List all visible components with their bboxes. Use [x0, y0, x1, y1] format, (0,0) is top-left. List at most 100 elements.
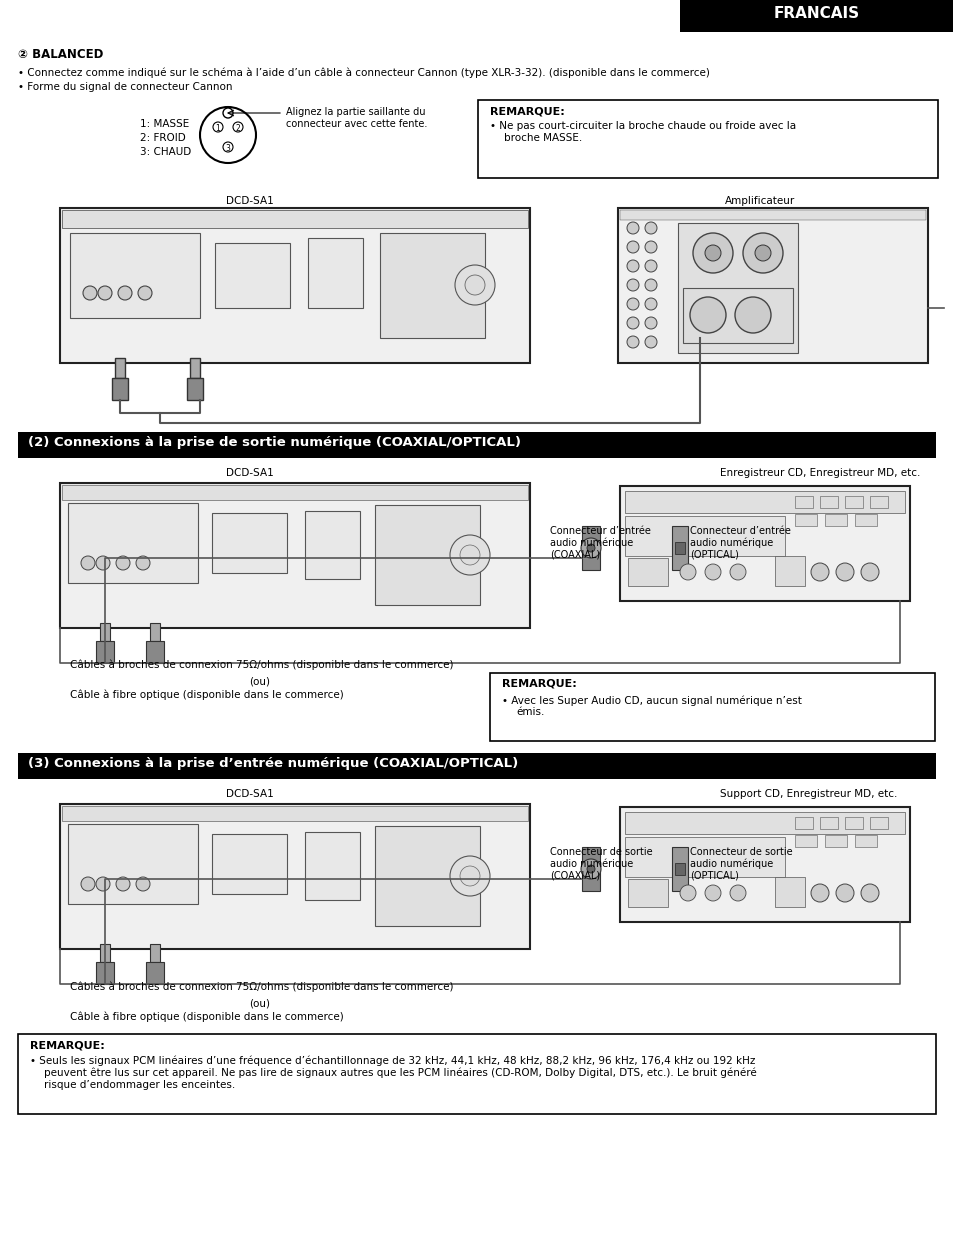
- Circle shape: [200, 106, 255, 163]
- Text: REMARQUE:: REMARQUE:: [30, 1042, 105, 1051]
- Circle shape: [754, 245, 770, 261]
- Circle shape: [83, 286, 97, 301]
- Bar: [619, 210, 925, 220]
- Bar: [671, 526, 687, 570]
- Text: Enregistreur CD, Enregistreur MD, etc.: Enregistreur CD, Enregistreur MD, etc.: [720, 468, 920, 477]
- Text: Câble à fibre optique (disponible dans le commerce): Câble à fibre optique (disponible dans l…: [70, 1011, 343, 1022]
- Text: • Connectez comme indiqué sur le schéma à l’aide d’un câble à connecteur Cannon : • Connectez comme indiqué sur le schéma …: [18, 68, 709, 78]
- Circle shape: [580, 858, 600, 880]
- Text: (ou): (ou): [250, 677, 271, 687]
- Circle shape: [580, 538, 600, 558]
- Circle shape: [704, 245, 720, 261]
- Circle shape: [98, 286, 112, 301]
- Text: DCD-SA1: DCD-SA1: [226, 468, 274, 477]
- Circle shape: [223, 142, 233, 152]
- Bar: [490, 673, 934, 741]
- Circle shape: [861, 563, 878, 581]
- Text: peuvent être lus sur cet appareil. Ne pas lire de signaux autres que les PCM lin: peuvent être lus sur cet appareil. Ne pa…: [44, 1068, 756, 1079]
- Text: 3: 3: [225, 143, 231, 153]
- Bar: [96, 962, 113, 983]
- Bar: [18, 1034, 935, 1115]
- Circle shape: [810, 563, 828, 581]
- Circle shape: [96, 555, 110, 570]
- Bar: [671, 847, 687, 891]
- Text: 1: 1: [215, 124, 220, 134]
- Circle shape: [81, 877, 95, 891]
- Bar: [824, 835, 846, 847]
- Text: REMARQUE:: REMARQUE:: [490, 106, 564, 118]
- Bar: [60, 482, 530, 628]
- Bar: [824, 515, 846, 526]
- Text: • Forme du signal de connecteur Cannon: • Forme du signal de connecteur Cannon: [18, 82, 233, 92]
- Text: • Ne pas court-circuiter la broche chaude ou froide avec la: • Ne pas court-circuiter la broche chaud…: [490, 121, 796, 131]
- Circle shape: [742, 233, 782, 273]
- Bar: [624, 837, 784, 877]
- Text: Connecteur de sortie
audio numérique
(OPTICAL): Connecteur de sortie audio numérique (OP…: [689, 847, 792, 881]
- Circle shape: [644, 317, 657, 329]
- Circle shape: [626, 336, 639, 348]
- Circle shape: [118, 286, 132, 301]
- Text: FRANCAIS: FRANCAIS: [773, 6, 860, 21]
- Circle shape: [729, 884, 745, 901]
- Circle shape: [692, 233, 732, 273]
- Circle shape: [644, 260, 657, 272]
- Bar: [844, 816, 862, 829]
- Circle shape: [233, 122, 243, 132]
- Bar: [679, 0, 953, 32]
- Bar: [146, 641, 164, 663]
- Circle shape: [459, 866, 479, 886]
- Circle shape: [116, 555, 130, 570]
- Bar: [869, 816, 887, 829]
- Text: Connecteur d’entrée
audio numérique
(OPTICAL): Connecteur d’entrée audio numérique (OPT…: [689, 526, 790, 560]
- Text: (2) Connexions à la prise de sortie numérique (COAXIAL/OPTICAL): (2) Connexions à la prise de sortie numé…: [28, 435, 520, 449]
- Text: Amplificateur: Amplificateur: [724, 195, 794, 207]
- Bar: [18, 432, 935, 458]
- Bar: [624, 491, 904, 513]
- Bar: [305, 833, 359, 901]
- Bar: [375, 505, 479, 605]
- Circle shape: [644, 336, 657, 348]
- Bar: [854, 515, 876, 526]
- Bar: [308, 238, 363, 308]
- Bar: [112, 379, 128, 400]
- Bar: [682, 288, 792, 343]
- Circle shape: [450, 534, 490, 575]
- Circle shape: [586, 865, 595, 873]
- Text: risque d’endommager les enceintes.: risque d’endommager les enceintes.: [44, 1080, 235, 1090]
- Text: Câbles à broches de connexion 75Ω/ohms (disponible dans le commerce): Câbles à broches de connexion 75Ω/ohms (…: [70, 661, 453, 670]
- Bar: [96, 641, 113, 663]
- Bar: [624, 516, 784, 555]
- Text: • Seuls les signaux PCM linéaires d’une fréquence d’échantillonnage de 32 kHz, 4: • Seuls les signaux PCM linéaires d’une …: [30, 1056, 755, 1066]
- Text: Câbles à broches de connexion 75Ω/ohms (disponible dans le commerce): Câbles à broches de connexion 75Ω/ohms (…: [70, 981, 453, 992]
- Circle shape: [644, 280, 657, 291]
- Circle shape: [626, 298, 639, 310]
- Bar: [60, 804, 530, 949]
- Bar: [477, 100, 937, 178]
- Text: DCD-SA1: DCD-SA1: [226, 789, 274, 799]
- Bar: [618, 208, 927, 362]
- Bar: [62, 485, 527, 500]
- Circle shape: [835, 563, 853, 581]
- Bar: [100, 944, 110, 962]
- Circle shape: [679, 564, 696, 580]
- Bar: [820, 816, 837, 829]
- Circle shape: [626, 260, 639, 272]
- Circle shape: [861, 884, 878, 902]
- Circle shape: [464, 275, 484, 294]
- Bar: [115, 357, 125, 379]
- Circle shape: [810, 884, 828, 902]
- Circle shape: [459, 546, 479, 565]
- Bar: [68, 824, 198, 904]
- Bar: [774, 555, 804, 586]
- Circle shape: [704, 884, 720, 901]
- Circle shape: [644, 221, 657, 234]
- Bar: [869, 496, 887, 508]
- Bar: [375, 826, 479, 927]
- Circle shape: [626, 317, 639, 329]
- Circle shape: [136, 877, 150, 891]
- Bar: [150, 623, 160, 641]
- Circle shape: [138, 286, 152, 301]
- Circle shape: [644, 298, 657, 310]
- Circle shape: [626, 221, 639, 234]
- Bar: [214, 242, 290, 308]
